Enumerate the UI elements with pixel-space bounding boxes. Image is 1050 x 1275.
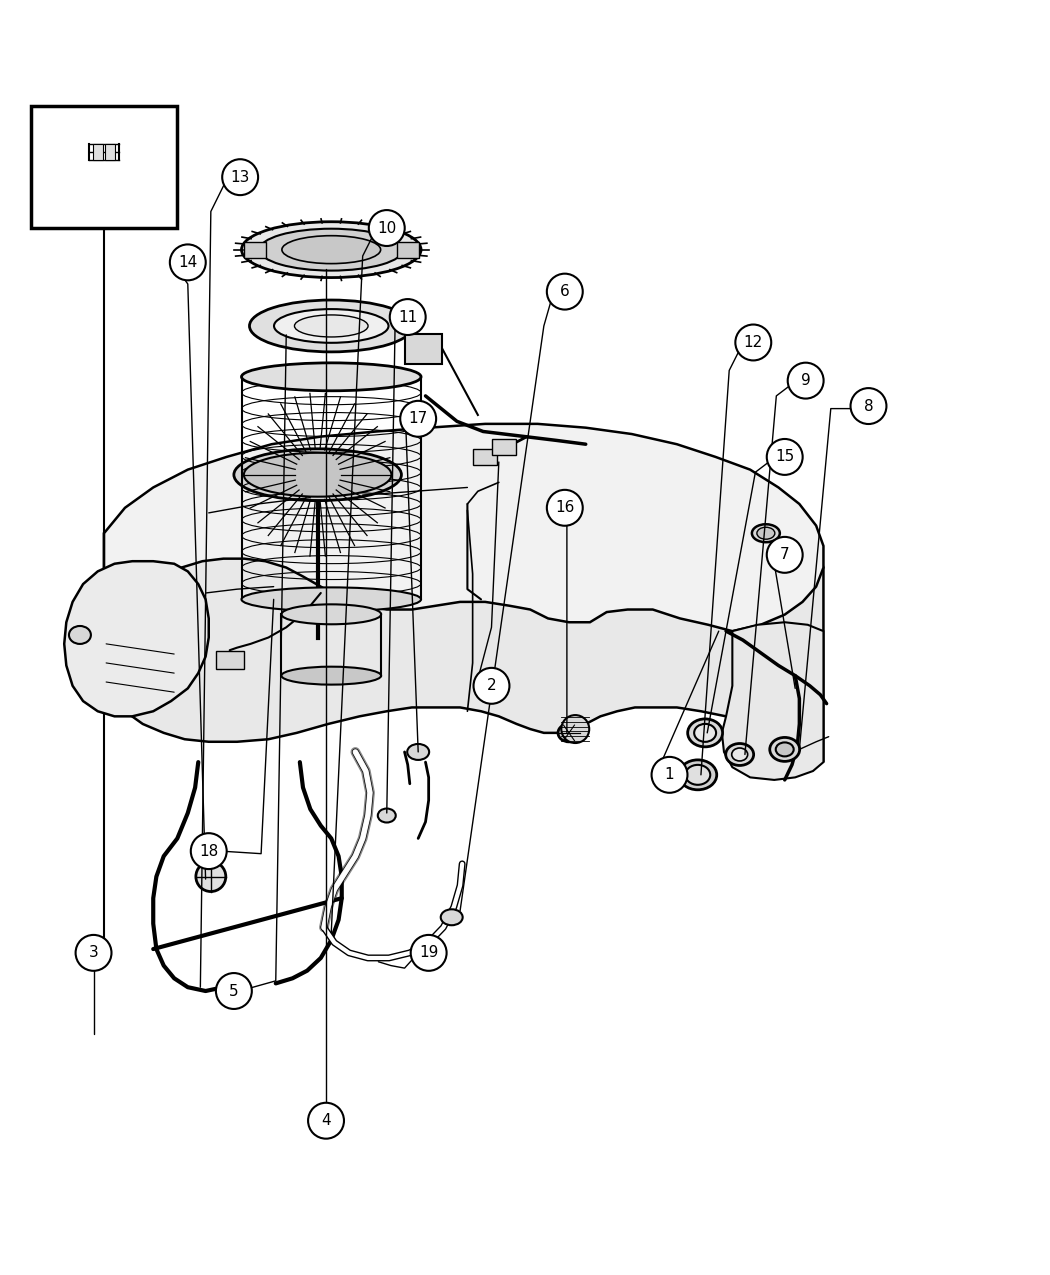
Circle shape (547, 490, 583, 525)
Text: 12: 12 (743, 335, 763, 349)
Text: 17: 17 (408, 412, 427, 426)
Text: 1: 1 (665, 768, 674, 783)
Text: 14: 14 (178, 255, 197, 270)
Ellipse shape (234, 449, 401, 501)
Bar (216, 652, 244, 669)
Circle shape (369, 210, 404, 246)
Ellipse shape (281, 667, 381, 685)
Circle shape (562, 715, 589, 743)
Ellipse shape (244, 453, 392, 497)
Circle shape (474, 668, 509, 704)
Circle shape (196, 862, 226, 891)
Ellipse shape (726, 743, 754, 765)
Bar (105, 144, 116, 159)
Text: 9: 9 (801, 374, 811, 388)
Text: 15: 15 (775, 449, 795, 464)
Ellipse shape (686, 765, 710, 785)
Ellipse shape (281, 236, 381, 264)
Polygon shape (104, 440, 823, 762)
Ellipse shape (441, 909, 463, 926)
Circle shape (766, 537, 802, 572)
Text: 6: 6 (560, 284, 570, 300)
Bar (492, 439, 516, 455)
Text: 2: 2 (487, 678, 497, 694)
Ellipse shape (732, 748, 748, 761)
Ellipse shape (274, 309, 388, 343)
Text: 8: 8 (864, 399, 874, 413)
Text: 7: 7 (780, 547, 790, 562)
Circle shape (735, 325, 772, 361)
Text: 18: 18 (200, 844, 218, 858)
Ellipse shape (694, 724, 716, 742)
Circle shape (308, 1103, 344, 1139)
Ellipse shape (770, 737, 800, 761)
Polygon shape (722, 622, 823, 780)
Circle shape (411, 935, 446, 970)
Ellipse shape (242, 363, 421, 390)
Text: 5: 5 (229, 983, 238, 998)
Ellipse shape (242, 588, 421, 611)
Ellipse shape (407, 745, 429, 760)
Bar (30, 106, 177, 228)
Ellipse shape (558, 724, 580, 742)
Circle shape (400, 400, 436, 437)
FancyBboxPatch shape (244, 242, 266, 258)
Circle shape (547, 274, 583, 310)
Text: 16: 16 (555, 500, 574, 515)
Circle shape (652, 757, 688, 793)
Ellipse shape (679, 760, 717, 789)
Text: 11: 11 (398, 310, 417, 325)
Ellipse shape (757, 528, 775, 539)
Circle shape (766, 439, 802, 474)
Ellipse shape (69, 626, 91, 644)
Ellipse shape (250, 300, 413, 352)
Circle shape (788, 362, 823, 399)
Polygon shape (64, 561, 209, 717)
Bar (93, 144, 103, 159)
Bar (404, 334, 442, 365)
Text: 10: 10 (377, 221, 397, 236)
Ellipse shape (281, 604, 381, 625)
Circle shape (850, 388, 886, 425)
Bar (474, 449, 497, 465)
Ellipse shape (242, 222, 421, 278)
Circle shape (216, 973, 252, 1009)
FancyBboxPatch shape (397, 242, 419, 258)
Circle shape (390, 300, 425, 335)
Circle shape (170, 245, 206, 280)
Ellipse shape (688, 719, 722, 747)
Ellipse shape (752, 524, 780, 542)
Circle shape (223, 159, 258, 195)
Ellipse shape (259, 228, 403, 270)
Circle shape (76, 935, 111, 970)
Circle shape (191, 833, 227, 870)
Ellipse shape (563, 728, 575, 738)
Ellipse shape (378, 808, 396, 822)
Text: 3: 3 (88, 945, 99, 960)
Text: 19: 19 (419, 945, 438, 960)
Ellipse shape (294, 315, 369, 337)
Polygon shape (101, 423, 823, 682)
Ellipse shape (776, 742, 794, 756)
Text: 4: 4 (321, 1113, 331, 1128)
Text: 13: 13 (230, 170, 250, 185)
